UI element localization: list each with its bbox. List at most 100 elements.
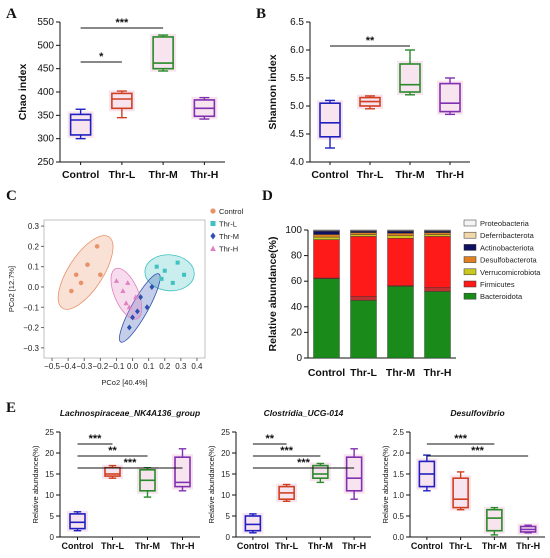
e3-sig-label: ***	[454, 433, 468, 445]
c-point-control	[73, 272, 79, 278]
panel-label-d: D	[262, 188, 273, 204]
b-ytick-label: 5.0	[290, 101, 304, 112]
d-category-label: Thr-H	[424, 367, 452, 379]
b-ytick-label: 6.0	[290, 45, 304, 56]
c-legend-marker-thr-l	[210, 221, 216, 226]
e1-box-halo	[67, 510, 88, 532]
a-box-thr-l	[111, 92, 133, 110]
c-ytick-label: 0.1	[28, 263, 40, 272]
d-bar-segment-firmicutes_top	[387, 229, 414, 231]
e2-sig-label: ***	[280, 445, 294, 457]
e2-ytick-label: 5	[226, 512, 231, 521]
e3-box-thr-l	[452, 477, 469, 509]
c-point-thr-m	[134, 308, 140, 315]
e3-ytick-label: 0.0	[393, 533, 405, 542]
d-bar-segment-actinobacteriota	[313, 231, 340, 235]
e3-sig-label: ***	[471, 445, 485, 457]
b-category-label: Thr-H	[436, 169, 464, 181]
c-point-thr-m	[144, 304, 150, 311]
e1-box-control	[69, 513, 86, 530]
e2-category-label: Thr-M	[308, 541, 333, 551]
d-y-axis-title: Relative abundance(%)	[267, 237, 279, 352]
b-box-thr-h	[439, 82, 461, 113]
e2-box-thr-h	[345, 456, 363, 492]
d-legend-label: Actinobacteriota	[480, 243, 535, 252]
e2-box-control	[244, 515, 262, 532]
a-ytick-label: 450	[37, 64, 54, 75]
c-point-thr-l	[159, 276, 164, 281]
e2-category-label: Control	[237, 541, 269, 551]
e3-ytick-label: 2.0	[393, 449, 405, 458]
e2-box-halo	[242, 513, 264, 534]
e1-sig-label: **	[108, 445, 117, 457]
b-ytick-label: 4.0	[290, 157, 304, 168]
e3-box-halo	[450, 475, 472, 511]
d-legend-swatch	[463, 268, 477, 276]
e2-y-axis-title: Relative abundance(%)	[207, 445, 216, 523]
e1-category-label: Control	[62, 541, 94, 551]
c-legend-marker-thr-m	[210, 232, 216, 240]
e1-title: Lachnospiraceae_NK4A136_group	[60, 408, 200, 418]
c-legend-marker-thr-h	[210, 245, 216, 251]
c-point-thr-h	[123, 300, 129, 306]
b-box-halo	[437, 80, 463, 115]
d-legend-label: Desulfobacterota	[480, 256, 538, 265]
c-ytick-label: −0.2	[23, 324, 39, 333]
c-xtick-label: −0.1	[109, 362, 125, 371]
c-point-control	[85, 262, 90, 267]
c-y-axis-title: PCo2 [12.7%]	[7, 266, 16, 312]
d-bar-segment-proteobacteria	[313, 239, 340, 279]
a-ytick-label: 300	[37, 134, 54, 145]
d-category-label: Control	[308, 367, 345, 379]
c-point-thr-l	[170, 280, 175, 285]
d-ytick-label: 0	[296, 353, 302, 364]
e3-ytick-label: 1.5	[393, 470, 405, 479]
a-sig-label: *	[99, 51, 104, 63]
d-legend-label: Deferribacterota	[480, 231, 535, 240]
c-ytick-label: −0.3	[23, 344, 39, 353]
panel-label-b: B	[256, 6, 266, 22]
e1-category-label: Thr-L	[101, 541, 124, 551]
c-point-control	[69, 288, 74, 294]
d-legend-label: Bacteroidota	[480, 292, 523, 301]
c-point-thr-h	[125, 280, 131, 285]
d-category-label: Thr-M	[386, 367, 415, 379]
e2-sig-label: ***	[297, 457, 311, 469]
e2-ytick-label: 15	[221, 470, 230, 479]
d-ytick-label: 80	[291, 251, 303, 262]
e1-category-label: Thr-H	[171, 541, 195, 551]
e2-ytick-label: 10	[221, 491, 230, 500]
e1-box-halo	[172, 454, 193, 490]
e2-category-label: Thr-H	[342, 541, 366, 551]
e3-y-axis-title: Relative abundance(%)	[381, 445, 390, 523]
c-ytick-label: 0.3	[28, 222, 40, 231]
e2-title: Clostridia_UCG-014	[264, 408, 344, 418]
b-ytick-label: 4.5	[290, 129, 304, 140]
d-bar-segment-bacteroidota	[350, 300, 377, 359]
e3-title: Desulfovibrio	[450, 408, 504, 418]
d-ytick-label: 40	[291, 302, 303, 313]
d-legend-swatch	[463, 256, 477, 263]
e1-ytick-label: 5	[50, 512, 55, 521]
c-point-thr-l	[182, 272, 187, 277]
d-bar-segment-bacteroidota	[424, 291, 451, 359]
a-category-label: Thr-H	[190, 169, 218, 181]
c-xtick-label: 0.0	[127, 362, 139, 371]
d-ytick-label: 100	[285, 225, 302, 236]
e2-box-halo	[343, 454, 365, 494]
e1-y-axis-title: Relative abundance(%)	[31, 445, 40, 523]
c-xtick-label: 0.3	[175, 362, 187, 371]
e3-category-label: Thr-L	[449, 541, 472, 551]
e1-ytick-label: 0	[50, 533, 55, 542]
e2-ytick-label: 0	[226, 533, 231, 542]
c-xtick-label: 0.1	[143, 362, 155, 371]
c-ytick-label: 0.0	[28, 283, 40, 292]
d-legend-swatch	[463, 231, 477, 239]
c-point-thr-l	[162, 268, 167, 273]
e2-ytick-label: 20	[221, 449, 230, 458]
e3-ytick-label: 2.5	[393, 428, 405, 437]
d-bar-segment-proteobacteria	[387, 238, 414, 286]
d-bar-segment-firmicutes	[350, 296, 377, 301]
e1-ytick-label: 10	[45, 491, 54, 500]
